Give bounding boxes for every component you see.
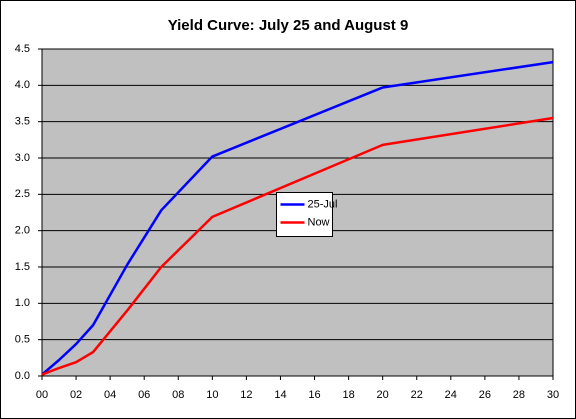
series-line [41, 116, 554, 376]
x-tick-label: 04 [104, 389, 116, 401]
legend-label: 25-Jul [308, 198, 338, 210]
x-tick-label: 18 [342, 389, 354, 401]
y-tick-label: 2.0 [15, 225, 30, 237]
y-tick-label: 0.0 [15, 370, 30, 382]
x-tick-label: 12 [240, 389, 252, 401]
y-tick-label: 0.5 [15, 334, 30, 346]
x-tick-label: 06 [138, 389, 150, 401]
x-tick-label: 20 [377, 389, 389, 401]
x-tick-label: 16 [308, 389, 320, 401]
y-tick-label: 4.0 [15, 79, 30, 91]
x-tick-label: 02 [70, 389, 82, 401]
x-tick-label: 00 [36, 389, 48, 401]
y-tick-label: 3.5 [15, 116, 30, 128]
legend-box [276, 192, 333, 237]
y-tick-label: 4.5 [15, 43, 30, 55]
series-line [41, 60, 554, 376]
x-tick-label: 22 [411, 389, 423, 401]
x-tick-label: 10 [206, 389, 218, 401]
x-tick-label: 30 [547, 389, 559, 401]
legend: 25-Jul Now [276, 192, 338, 237]
y-tick-label: 3.0 [15, 152, 30, 164]
plot-border [41, 48, 554, 377]
x-tick-label: 28 [513, 389, 525, 401]
x-tick-label: 14 [274, 389, 286, 401]
x-tick-label: 26 [479, 389, 491, 401]
legend-label: Now [308, 216, 330, 228]
chart-title: Yield Curve: July 25 and August 9 [168, 17, 409, 34]
y-tick-label: 2.5 [15, 188, 30, 200]
y-tick-label: 1.5 [15, 261, 30, 273]
x-tick-label: 08 [172, 389, 184, 401]
x-tick-label: 24 [445, 389, 457, 401]
y-tick-label: 1.0 [15, 297, 30, 309]
